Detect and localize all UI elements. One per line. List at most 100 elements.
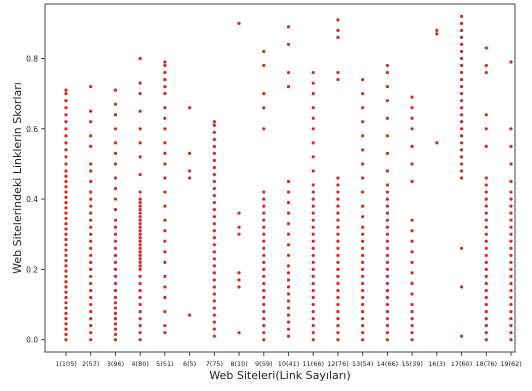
scatter-point bbox=[336, 267, 340, 271]
scatter-point bbox=[212, 229, 216, 233]
scatter-point bbox=[385, 288, 389, 293]
scatter-point bbox=[484, 309, 488, 314]
scatter-point bbox=[89, 302, 93, 307]
scatter-point bbox=[336, 331, 340, 335]
scatter-point bbox=[262, 190, 266, 194]
scatter-point bbox=[89, 169, 93, 173]
scatter-point bbox=[113, 246, 118, 250]
scatter-point bbox=[64, 301, 68, 305]
scatter-point bbox=[138, 264, 142, 268]
scatter-point bbox=[262, 204, 266, 208]
scatter-point bbox=[188, 106, 192, 110]
scatter-point bbox=[64, 264, 68, 268]
scatter-point bbox=[89, 239, 93, 243]
x-tick-label: 12(76) bbox=[327, 360, 349, 368]
scatter-point bbox=[509, 190, 513, 194]
scatter-point bbox=[385, 225, 389, 229]
scatter-point bbox=[484, 127, 488, 131]
scatter-point bbox=[262, 302, 266, 307]
scatter-point bbox=[113, 151, 118, 155]
scatter-point bbox=[385, 183, 389, 187]
scatter-point bbox=[64, 134, 68, 138]
scatter-point bbox=[138, 246, 142, 250]
scatter-point bbox=[336, 28, 340, 32]
scatter-point bbox=[311, 169, 315, 173]
scatter-point bbox=[113, 332, 118, 337]
x-tick-label: 16(3) bbox=[428, 360, 445, 368]
scatter-point bbox=[435, 28, 439, 32]
scatter-point bbox=[138, 204, 142, 208]
scatter-point bbox=[138, 218, 142, 222]
scatter-point bbox=[113, 253, 118, 257]
scatter-point bbox=[138, 260, 142, 264]
scatter-point bbox=[361, 281, 365, 286]
scatter-point bbox=[212, 299, 216, 303]
scatter-point bbox=[262, 232, 266, 236]
scatter-point bbox=[163, 141, 167, 145]
scatter-point bbox=[237, 225, 241, 229]
scatter-point bbox=[484, 317, 488, 321]
scatter-point bbox=[64, 99, 68, 103]
x-tick-label: 15(39) bbox=[401, 360, 423, 368]
scatter-point bbox=[64, 248, 68, 252]
scatter-point bbox=[484, 302, 488, 307]
scatter-point bbox=[385, 309, 389, 314]
scatter-point bbox=[459, 56, 464, 61]
scatter-point bbox=[484, 295, 488, 300]
scatter-point bbox=[410, 309, 414, 314]
scatter-point bbox=[262, 267, 266, 271]
scatter-point bbox=[262, 324, 266, 328]
scatter-point bbox=[113, 274, 118, 279]
scatter-point bbox=[311, 324, 315, 328]
scatter-point bbox=[163, 151, 167, 155]
scatter-point bbox=[64, 190, 68, 194]
scatter-point bbox=[113, 317, 118, 321]
scatter-point bbox=[163, 127, 167, 131]
scatter-point bbox=[138, 324, 142, 328]
scatter-point bbox=[138, 236, 142, 240]
scatter-point bbox=[64, 237, 68, 242]
scatter-point bbox=[286, 179, 291, 184]
x-tick-label: 9(59) bbox=[255, 360, 272, 368]
scatter-point bbox=[484, 197, 488, 201]
scatter-point bbox=[212, 130, 216, 134]
scatter-point bbox=[113, 239, 118, 243]
scatter-point bbox=[113, 127, 118, 131]
scatter-point bbox=[410, 317, 414, 321]
scatter-point bbox=[113, 338, 118, 342]
scatter-point bbox=[262, 288, 266, 293]
scatter-point bbox=[113, 306, 118, 310]
scatter-point bbox=[410, 179, 414, 184]
scatter-point bbox=[286, 313, 291, 317]
scatter-point bbox=[361, 232, 365, 236]
scatter-point bbox=[113, 88, 118, 92]
scatter-point bbox=[212, 165, 216, 170]
points-layer bbox=[64, 14, 513, 342]
scatter-point bbox=[113, 311, 118, 315]
scatter-point bbox=[89, 338, 93, 342]
scatter-point bbox=[113, 208, 118, 212]
scatter-point bbox=[459, 141, 464, 145]
scatter-point bbox=[138, 211, 142, 215]
scatter-point bbox=[410, 281, 414, 286]
scatter-point bbox=[262, 246, 266, 250]
scatter-point bbox=[138, 338, 142, 342]
scatter-point bbox=[212, 313, 216, 317]
scatter-point bbox=[262, 197, 266, 201]
scatter-point bbox=[484, 113, 488, 117]
scatter-point bbox=[459, 106, 464, 110]
scatter-point bbox=[262, 260, 266, 264]
scatter-point bbox=[410, 144, 414, 148]
scatter-point bbox=[89, 179, 93, 184]
scatter-point bbox=[64, 259, 68, 263]
scatter-point bbox=[459, 92, 464, 96]
scatter-point bbox=[138, 155, 142, 159]
scatter-point bbox=[361, 148, 365, 152]
scatter-point bbox=[484, 218, 488, 222]
scatter-point bbox=[163, 116, 167, 120]
scatter-point bbox=[89, 246, 93, 250]
scatter-point bbox=[113, 301, 118, 305]
scatter-point bbox=[64, 332, 68, 337]
scatter-point bbox=[113, 295, 118, 300]
scatter-point bbox=[484, 274, 488, 279]
